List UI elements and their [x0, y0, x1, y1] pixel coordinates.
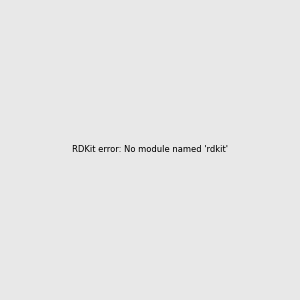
Text: RDKit error: No module named 'rdkit': RDKit error: No module named 'rdkit' [72, 146, 228, 154]
